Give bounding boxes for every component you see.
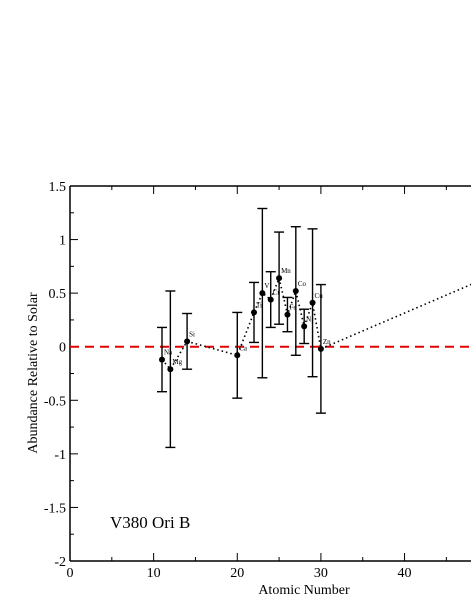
x-tick-label: 10: [147, 566, 161, 581]
y-tick-label: -1.5: [44, 501, 66, 516]
y-tick-label: -0.5: [44, 394, 66, 409]
element-label: Mg: [172, 358, 182, 366]
data-point: [184, 338, 191, 345]
data-point: [276, 275, 283, 282]
element-label: Zn: [323, 338, 331, 346]
data-point: [301, 323, 308, 330]
element-label: Ca: [239, 344, 248, 352]
data-point: [284, 311, 291, 318]
y-tick-label: 1: [59, 234, 66, 249]
data-point: [317, 345, 324, 352]
element-label: Si: [189, 330, 195, 338]
chart-annotation: V380 Ori B: [110, 513, 190, 532]
data-point: [167, 366, 174, 373]
x-tick-label: 0: [67, 566, 74, 581]
element-label: Co: [298, 280, 307, 288]
element-label: Ni: [306, 315, 313, 323]
data-point: [159, 356, 165, 363]
y-tick-label: 0: [59, 341, 66, 356]
y-tick-label: 0.5: [49, 287, 67, 302]
data-point: [309, 299, 316, 306]
y-tick-label: -1: [54, 448, 66, 463]
data-point: [259, 290, 266, 297]
element-label: Cu: [315, 292, 324, 300]
element-label: Ti: [256, 301, 262, 309]
data-point: [251, 309, 257, 316]
element-label: Mn: [281, 267, 291, 275]
element-label: Fe: [289, 304, 296, 312]
y-tick-label: -2: [54, 555, 66, 570]
y-axis-label: Abundance Relative to Solar: [26, 292, 41, 454]
data-point: [292, 288, 299, 294]
data-point: [267, 296, 274, 303]
series-line: [161, 275, 471, 371]
data-point: [234, 352, 241, 359]
x-tick-label: 40: [398, 566, 412, 581]
element-label: Cr: [273, 289, 281, 297]
x-tick-label: 20: [230, 566, 244, 581]
x-tick-label: 30: [314, 566, 328, 581]
element-label: Na: [164, 349, 173, 357]
element-label: V: [264, 282, 269, 290]
x-axis-label: Atomic Number: [258, 583, 350, 598]
y-tick-label: 1.5: [49, 180, 67, 195]
